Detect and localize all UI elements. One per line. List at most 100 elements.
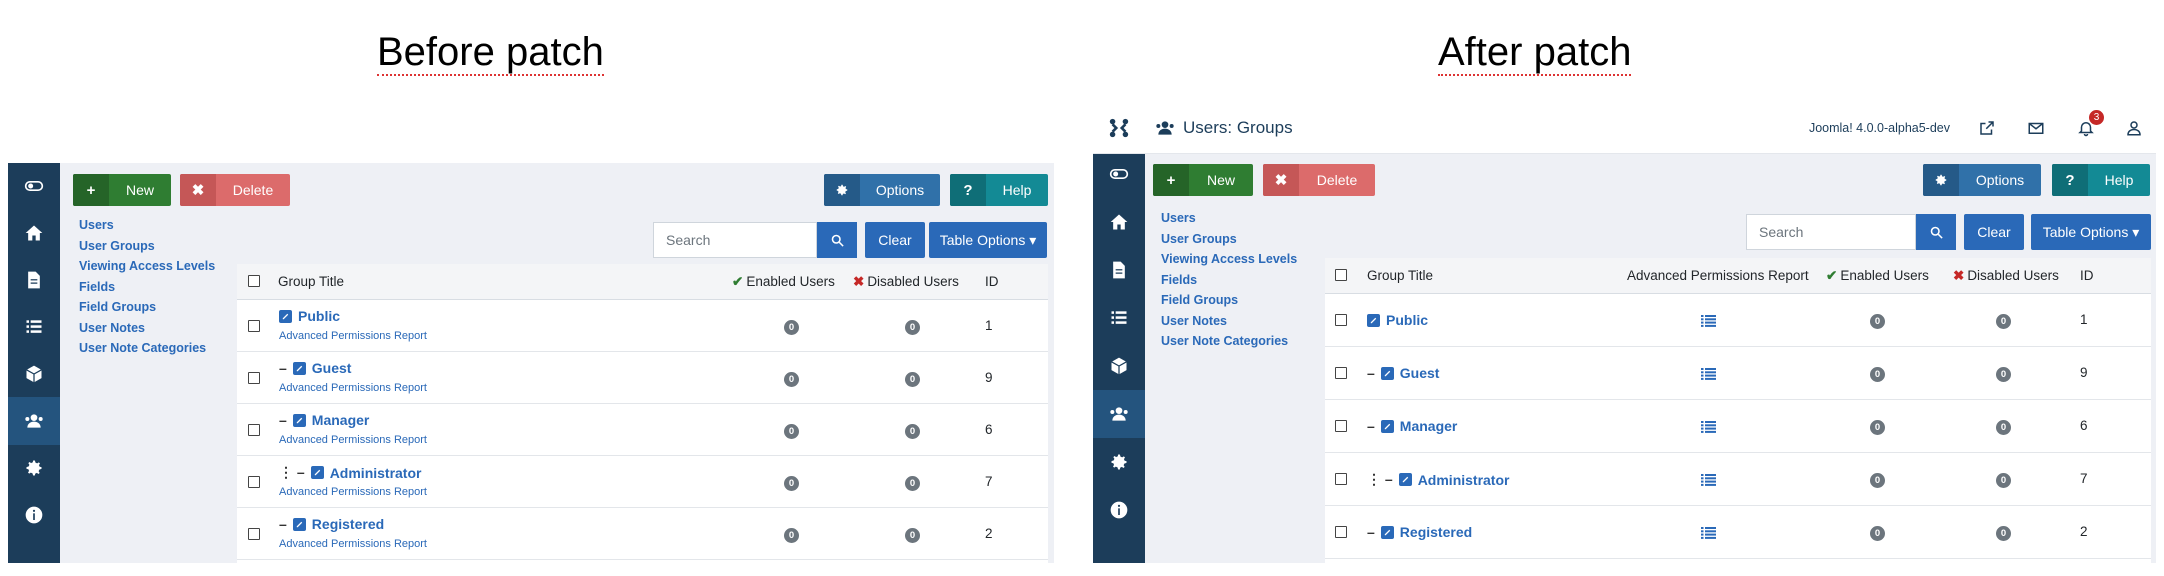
enabled-users-header[interactable]: ✔ Enabled Users bbox=[1826, 268, 1929, 283]
advanced-permissions-report-icon[interactable] bbox=[1701, 526, 1716, 539]
clear-button[interactable]: Clear bbox=[865, 222, 925, 258]
group-title-link[interactable]: Administrator bbox=[1417, 471, 1510, 488]
users-submenu: Users User Groups Viewing Access Levels … bbox=[1161, 208, 1297, 352]
row-checkbox[interactable] bbox=[1335, 420, 1347, 432]
gear-icon[interactable] bbox=[1093, 438, 1145, 486]
group-title-header[interactable]: Group Title bbox=[278, 274, 345, 289]
users-icon[interactable] bbox=[8, 397, 60, 445]
delete-button[interactable]: ✖ Delete bbox=[180, 174, 290, 206]
help-button[interactable]: ? Help bbox=[950, 174, 1048, 206]
group-title-link[interactable]: Guest bbox=[311, 360, 352, 376]
gear-icon[interactable] bbox=[8, 444, 60, 492]
row-checkbox[interactable] bbox=[248, 372, 260, 384]
options-button[interactable]: Options bbox=[1923, 164, 2041, 196]
info-icon[interactable] bbox=[8, 491, 60, 539]
joomla-logo-icon[interactable] bbox=[1101, 110, 1137, 146]
submenu-item[interactable]: User Notes bbox=[79, 320, 145, 335]
tree-prefix: – bbox=[279, 360, 287, 376]
clear-button[interactable]: Clear bbox=[1964, 214, 2024, 250]
advanced-permissions-report-icon[interactable] bbox=[1701, 314, 1716, 327]
users-icon[interactable] bbox=[1093, 390, 1145, 438]
submenu-item[interactable]: Users bbox=[79, 218, 114, 232]
row-checkbox[interactable] bbox=[1335, 314, 1347, 326]
submenu-item[interactable]: Field Groups bbox=[1161, 293, 1239, 307]
external-link-icon[interactable] bbox=[1975, 116, 1999, 140]
advanced-permissions-report-link[interactable]: Advanced Permissions Report bbox=[279, 486, 427, 498]
cube-icon[interactable] bbox=[8, 350, 60, 398]
submenu-item[interactable]: User Note Categories bbox=[1161, 334, 1289, 348]
advanced-permissions-report-link[interactable]: Advanced Permissions Report bbox=[279, 330, 427, 342]
advanced-permissions-report-icon[interactable] bbox=[1701, 473, 1716, 486]
edit-icon bbox=[292, 517, 306, 531]
group-title-link[interactable]: Registered bbox=[1399, 524, 1473, 540]
submenu-item[interactable]: Viewing Access Levels bbox=[1161, 252, 1298, 266]
advanced-permissions-report-link[interactable]: Advanced Permissions Report bbox=[279, 434, 427, 446]
notification-badge: 3 bbox=[2089, 110, 2104, 125]
submenu-item[interactable]: Fields bbox=[1161, 272, 1198, 287]
new-button[interactable]: + New bbox=[73, 174, 171, 206]
delete-button[interactable]: ✖ Delete bbox=[1263, 164, 1375, 196]
advanced-permissions-report-header[interactable]: Advanced Permissions Report bbox=[1627, 268, 1809, 283]
group-title-link[interactable]: Guest bbox=[1399, 365, 1440, 381]
advanced-permissions-report-link[interactable]: Advanced Permissions Report bbox=[279, 382, 427, 394]
version-link[interactable]: Joomla! 4.0.0-alpha5-dev bbox=[1808, 121, 1950, 135]
table-options-button[interactable]: Table Options ▾ bbox=[929, 222, 1047, 258]
submenu-item[interactable]: Viewing Access Levels bbox=[79, 259, 216, 273]
row-checkbox[interactable] bbox=[248, 424, 260, 436]
cube-icon[interactable] bbox=[1093, 342, 1145, 390]
options-button[interactable]: Options bbox=[824, 174, 940, 206]
row-checkbox[interactable] bbox=[1335, 473, 1347, 485]
list-icon[interactable] bbox=[8, 303, 60, 351]
row-checkbox[interactable] bbox=[1335, 367, 1347, 379]
id-header[interactable]: ID bbox=[2080, 268, 2094, 283]
disabled-users-header[interactable]: ✖ Disabled Users bbox=[853, 274, 959, 289]
disabled-users-count: 0 bbox=[905, 476, 920, 491]
search-button[interactable] bbox=[1916, 214, 1956, 250]
envelope-icon[interactable] bbox=[2024, 116, 2048, 140]
id-header[interactable]: ID bbox=[985, 274, 999, 289]
group-title-link[interactable]: Manager bbox=[311, 412, 370, 428]
select-all-checkbox[interactable] bbox=[248, 275, 260, 287]
advanced-permissions-report-link[interactable]: Advanced Permissions Report bbox=[279, 538, 427, 550]
file-icon[interactable] bbox=[1093, 246, 1145, 294]
bell-icon[interactable]: 3 bbox=[2074, 110, 2104, 140]
table-options-button[interactable]: Table Options ▾ bbox=[2031, 214, 2151, 250]
menu-toggle-icon[interactable] bbox=[1093, 150, 1145, 198]
help-button[interactable]: ? Help bbox=[2052, 164, 2150, 196]
submenu-item[interactable]: User Groups bbox=[79, 238, 155, 253]
list-icon[interactable] bbox=[1093, 294, 1145, 342]
user-icon[interactable] bbox=[2122, 116, 2146, 140]
group-title-cell: – Guest bbox=[1367, 365, 1439, 381]
group-title-link[interactable]: Public bbox=[298, 308, 341, 324]
select-all-checkbox[interactable] bbox=[1335, 269, 1347, 281]
search-input[interactable]: Search bbox=[653, 222, 817, 258]
submenu-item[interactable]: Field Groups bbox=[79, 300, 157, 314]
submenu-item[interactable]: Fields bbox=[79, 279, 116, 294]
disabled-users-header[interactable]: ✖ Disabled Users bbox=[1953, 268, 2059, 283]
row-checkbox[interactable] bbox=[248, 476, 260, 488]
new-button[interactable]: + New bbox=[1153, 164, 1253, 196]
row-checkbox[interactable] bbox=[248, 528, 260, 540]
users-icon bbox=[1156, 121, 1174, 135]
search-input[interactable]: Search bbox=[1746, 214, 1916, 250]
advanced-permissions-report-icon[interactable] bbox=[1701, 367, 1716, 380]
file-icon[interactable] bbox=[8, 256, 60, 304]
row-checkbox[interactable] bbox=[1335, 526, 1347, 538]
home-icon[interactable] bbox=[8, 209, 60, 257]
submenu-item[interactable]: User Note Categories bbox=[79, 341, 207, 355]
search-button[interactable] bbox=[817, 222, 857, 258]
group-title-header[interactable]: Group Title bbox=[1367, 268, 1434, 283]
row-checkbox[interactable] bbox=[248, 320, 260, 332]
advanced-permissions-report-icon[interactable] bbox=[1701, 420, 1716, 433]
submenu-item[interactable]: Users bbox=[1161, 211, 1196, 225]
enabled-users-header[interactable]: ✔ Enabled Users bbox=[732, 274, 835, 289]
group-title-link[interactable]: Registered bbox=[311, 516, 385, 532]
menu-toggle-icon[interactable] bbox=[8, 163, 60, 210]
submenu-item[interactable]: User Groups bbox=[1161, 231, 1237, 246]
group-title-link[interactable]: Public bbox=[1386, 312, 1429, 328]
group-title-link[interactable]: Administrator bbox=[329, 464, 422, 481]
info-icon[interactable] bbox=[1093, 486, 1145, 534]
submenu-item[interactable]: User Notes bbox=[1161, 313, 1227, 328]
group-title-link[interactable]: Manager bbox=[1399, 418, 1458, 434]
home-icon[interactable] bbox=[1093, 198, 1145, 246]
